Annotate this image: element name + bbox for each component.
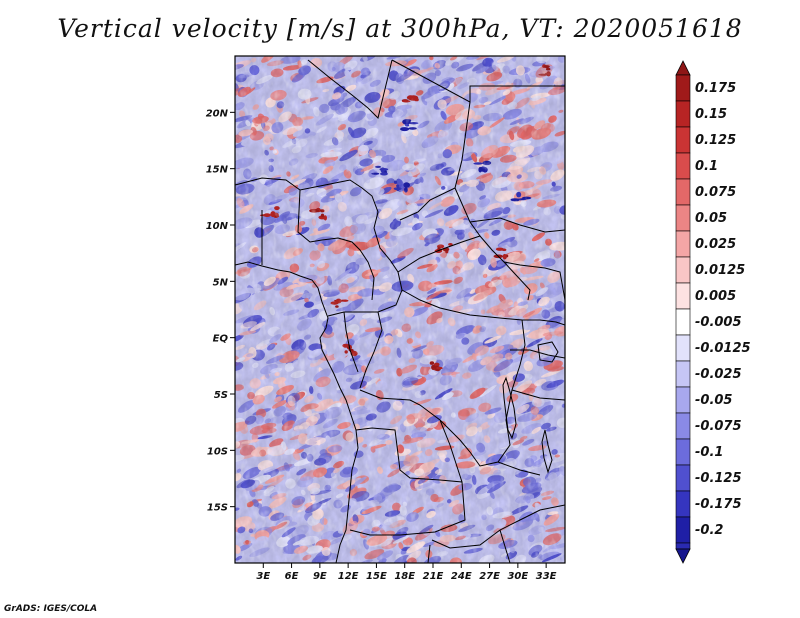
lon-tick-label: 27E	[479, 571, 500, 582]
colorbar-swatch	[675, 256, 691, 284]
colorbar-swatch	[675, 230, 691, 258]
lat-tick-label: EQ	[213, 334, 229, 345]
colorbar-swatch	[675, 308, 691, 336]
colorbar-swatch	[675, 438, 691, 466]
lon-tick-label: 6E	[285, 571, 299, 582]
colorbar-bottom-arrow	[675, 548, 691, 564]
border-drc	[359, 289, 526, 467]
lon-tick-label: 12E	[338, 571, 359, 582]
colorbar-label: 0.1	[695, 159, 718, 174]
lat-tick-label: 10S	[207, 446, 228, 457]
colorbar-swatch	[675, 490, 691, 518]
colorbar-label: 0.15	[695, 107, 727, 122]
border-cameroon	[327, 227, 403, 317]
lake-victoria	[537, 341, 559, 363]
coastline-west-africa	[235, 261, 359, 563]
colorbar-label: -0.005	[695, 315, 742, 330]
colorbar-swatch	[675, 74, 691, 102]
lon-tick-label: 15E	[366, 571, 387, 582]
plot-frame	[234, 55, 566, 564]
colorbar-swatch	[675, 386, 691, 414]
longitude-axis: 3E 6E 9E 12E 15E 18E 21E 24E 27E 30E 33E	[256, 563, 557, 582]
lat-tick-label: 20N	[206, 108, 229, 119]
border-sudan	[454, 85, 565, 237]
lat-tick-label: 15S	[207, 503, 228, 514]
lon-tick-label: 3E	[256, 571, 270, 582]
grads-credit: GrADS: IGES/COLA	[4, 604, 98, 614]
colorbar-swatch	[675, 100, 691, 128]
border-nigeria	[261, 189, 375, 301]
lon-tick-label: 33E	[536, 571, 557, 582]
colorbar-label: -0.125	[695, 471, 742, 486]
lat-tick-label: 5N	[213, 277, 229, 288]
colorbar-label: 0.0125	[695, 263, 745, 278]
colorbar-label: 0.075	[695, 185, 736, 200]
colorbar-swatch	[675, 516, 691, 544]
colorbar-swatch	[675, 334, 691, 362]
lat-tick-label: 10N	[206, 221, 229, 232]
colorbar-label: 0.175	[695, 81, 736, 96]
lat-tick-label: 15N	[206, 165, 229, 176]
colorbar: 0.175 0.15 0.125 0.1 0.075 0.05 0.025 0.0125 0.0…	[675, 60, 751, 564]
border-angola	[349, 427, 466, 536]
border-southern	[427, 504, 565, 563]
colorbar-swatch	[675, 412, 691, 440]
colorbar-label: -0.1	[695, 445, 723, 460]
colorbar-label: 0.125	[695, 133, 736, 148]
colorbar-swatch	[675, 152, 691, 180]
lon-tick-label: 18E	[394, 571, 415, 582]
colorbar-label: -0.025	[695, 367, 742, 382]
colorbar-swatch	[675, 542, 691, 550]
colorbar-swatch	[675, 360, 691, 388]
lake-malawi	[541, 429, 553, 474]
map-plot-area	[235, 56, 565, 563]
colorbar-top-arrow	[675, 60, 691, 76]
colorbar-label: -0.2	[695, 523, 723, 538]
border-zambia	[439, 419, 541, 483]
colorbar-label: 0.025	[695, 237, 736, 252]
border-south-sudan	[503, 261, 565, 301]
colorbar-label: 0.005	[695, 289, 736, 304]
lon-tick-label: 30E	[507, 571, 528, 582]
lon-tick-label: 21E	[423, 571, 444, 582]
colorbar-swatch	[675, 282, 691, 310]
colorbar-label: -0.0125	[695, 341, 751, 356]
country-borders	[235, 59, 565, 563]
border-niger-chad	[235, 177, 379, 229]
lat-tick-label: 5S	[214, 390, 228, 401]
colorbar-label: -0.05	[695, 393, 732, 408]
lon-tick-label: 24E	[451, 571, 472, 582]
colorbar-label: -0.075	[695, 419, 742, 434]
lake-tanganyika	[502, 376, 517, 440]
border-car	[397, 235, 531, 301]
colorbar-swatch	[675, 204, 691, 232]
latitude-axis: 20N 15N 10N 5N EQ 5S 10S 15S	[206, 108, 235, 514]
lon-tick-label: 9E	[313, 571, 327, 582]
field-texture-light	[235, 56, 565, 563]
border-congo	[343, 311, 383, 389]
map-title: Vertical velocity [m/s] at 300hPa, VT: 2…	[57, 14, 743, 43]
colorbar-label: -0.175	[695, 497, 742, 512]
colorbar-swatch	[675, 464, 691, 492]
colorbar-label: 0.05	[695, 211, 727, 226]
colorbar-swatch	[675, 126, 691, 154]
colorbar-swatch	[675, 178, 691, 206]
